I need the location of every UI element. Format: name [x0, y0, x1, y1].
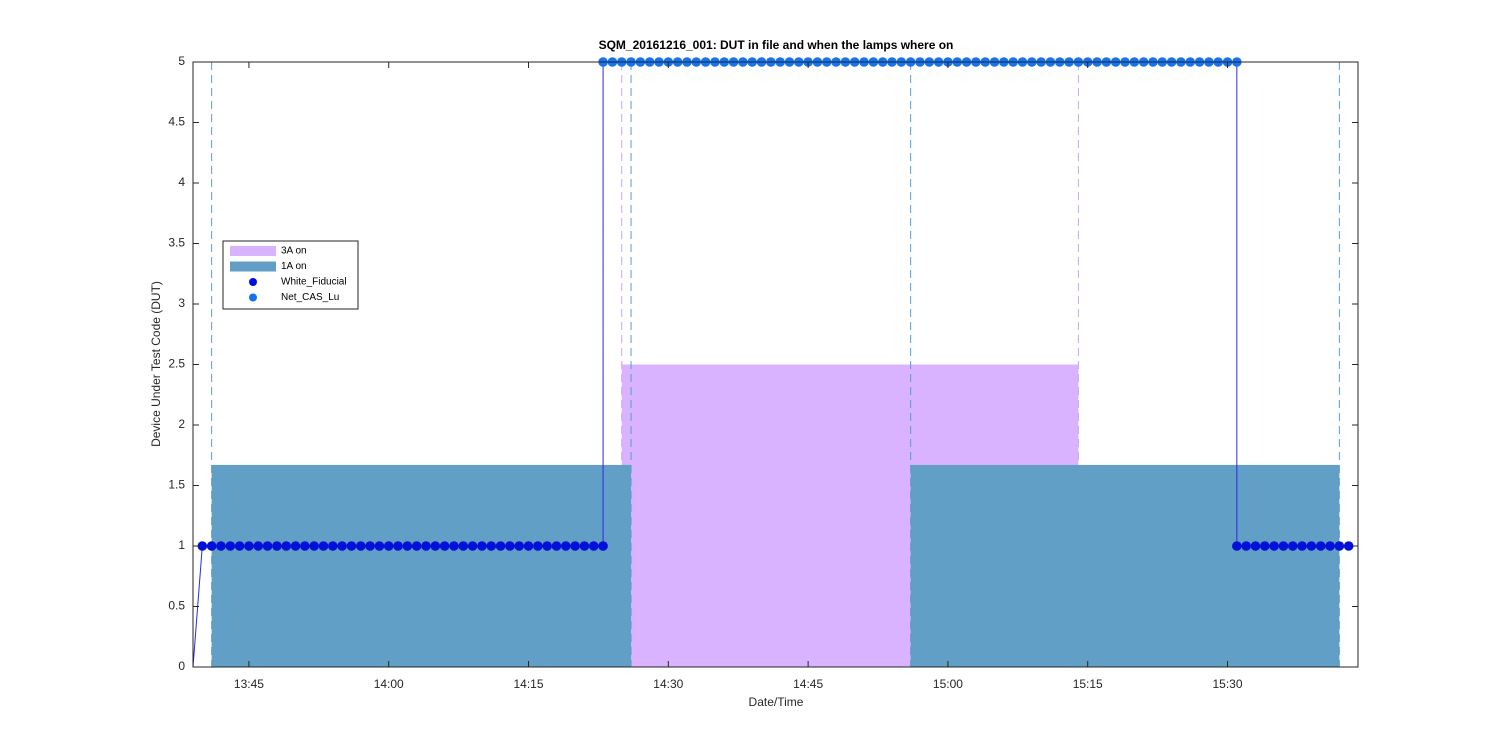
data-point [588, 541, 599, 551]
data-point [1334, 541, 1345, 551]
y-tick-label: 0 [178, 659, 185, 673]
y-tick-label: 3 [178, 296, 185, 310]
data-point [1269, 541, 1279, 551]
data-point [411, 541, 422, 551]
data-point [1325, 541, 1335, 551]
y-tick-label: 1 [178, 538, 185, 552]
data-point [570, 541, 580, 551]
data-point [430, 541, 441, 551]
legend-label: 1A on [281, 261, 307, 272]
data-point [197, 541, 208, 551]
y-tick-label: 4.5 [168, 115, 185, 129]
data-point [439, 541, 450, 551]
data-point [300, 541, 310, 551]
data-point [551, 541, 562, 551]
data-point [328, 541, 338, 551]
data-point [355, 541, 366, 551]
y-tick-label: 2 [178, 417, 185, 431]
legend-label: White_Fiducial [281, 277, 347, 288]
data-point [1343, 541, 1354, 551]
region [211, 464, 632, 667]
data-point [1232, 541, 1242, 551]
data-point [561, 541, 571, 551]
data-point [253, 541, 264, 551]
x-tick-label: 14:45 [793, 677, 823, 691]
data-point [234, 541, 245, 551]
legend-swatch [230, 246, 276, 256]
data-point [1297, 541, 1307, 551]
legend: 3A on 1A on White_Fiducial Net_CAS_Lu [222, 240, 359, 310]
data-point [523, 541, 534, 551]
data-point [393, 541, 403, 551]
y-tick-label: 4 [178, 175, 185, 189]
data-point [533, 541, 543, 551]
y-tick-label: 0.5 [168, 599, 185, 613]
data-point [281, 541, 292, 551]
x-tick-label: 15:15 [1073, 677, 1103, 691]
data-point [262, 541, 273, 551]
data-point [216, 541, 226, 551]
x-tick-label: 14:15 [514, 677, 544, 691]
x-tick-label: 14:00 [374, 677, 404, 691]
data-point [1306, 541, 1317, 551]
data-point [477, 541, 487, 551]
data-point [244, 541, 254, 551]
data-point [1278, 541, 1289, 551]
data-point [449, 541, 459, 551]
legend-marker [249, 293, 257, 302]
data-point [318, 541, 329, 551]
data-point [421, 541, 431, 551]
data-point [1315, 541, 1326, 551]
plot-area [192, 57, 1354, 668]
data-point [1260, 541, 1270, 551]
data-point [309, 541, 319, 551]
y-tick-label: 1.5 [168, 478, 185, 492]
data-point [374, 541, 385, 551]
data-point [206, 541, 217, 551]
data-point [467, 541, 478, 551]
data-point [505, 541, 515, 551]
data-point [579, 541, 590, 551]
data-point [272, 541, 282, 551]
y-axis-label: Device Under Test Code (DUT) [149, 281, 163, 447]
legend-swatch [230, 261, 276, 272]
data-point [486, 541, 497, 551]
x-tick-label: 15:30 [1213, 677, 1243, 691]
y-tick-label: 5 [178, 54, 185, 68]
data-point [365, 541, 375, 551]
data-point [290, 541, 301, 551]
data-point [1250, 541, 1261, 551]
x-axis-label: Date/Time [749, 695, 804, 709]
data-point [458, 541, 469, 551]
data-point [1241, 541, 1251, 551]
data-point [346, 541, 357, 551]
data-point [598, 541, 608, 551]
data-point [402, 541, 413, 551]
region [910, 464, 1340, 667]
data-point [337, 541, 347, 551]
legend-label: Net_CAS_Lu [281, 292, 339, 303]
y-tick-label: 2.5 [168, 357, 185, 371]
y-tick-label: 3.5 [168, 236, 185, 250]
legend-marker [249, 278, 257, 286]
data-point [225, 541, 236, 551]
x-tick-label: 14:30 [653, 677, 683, 691]
data-point [514, 541, 524, 551]
data-point [1287, 541, 1298, 551]
data-point [383, 541, 394, 551]
data-point [542, 541, 552, 551]
x-tick-label: 15:00 [933, 677, 963, 691]
legend-label: 3A on [281, 246, 307, 257]
x-tick-label: 13:45 [234, 677, 264, 691]
chart-title: SQM_20161216_001: DUT in file and when t… [599, 38, 954, 52]
data-point [495, 541, 506, 551]
